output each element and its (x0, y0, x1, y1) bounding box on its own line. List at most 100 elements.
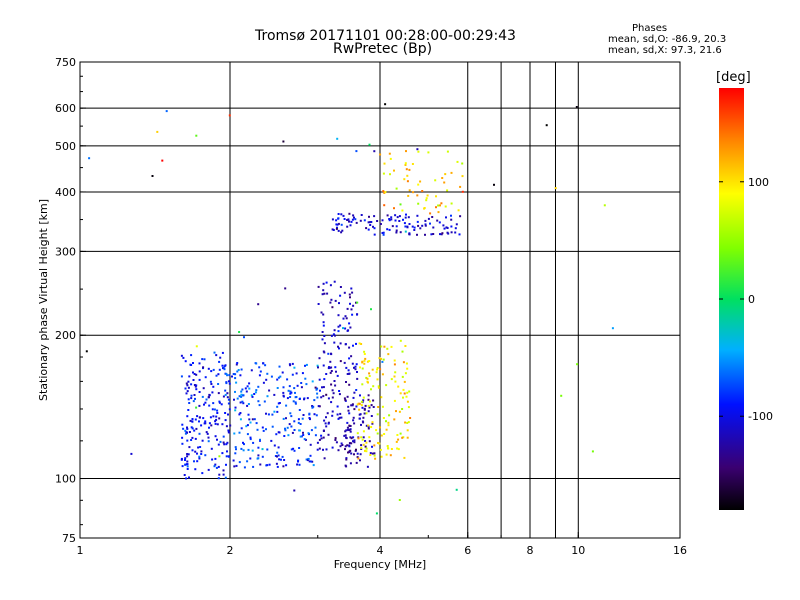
data-point (199, 446, 202, 448)
data-point (388, 218, 391, 220)
data-point (362, 430, 365, 433)
data-point (406, 422, 409, 424)
data-point (379, 426, 381, 429)
data-point (218, 400, 221, 403)
data-point (220, 403, 223, 406)
data-point (200, 424, 203, 427)
data-point (236, 362, 239, 364)
data-point (372, 385, 375, 388)
data-point (405, 168, 408, 171)
data-point (575, 106, 578, 108)
data-point (278, 458, 281, 461)
data-point (300, 435, 303, 438)
data-point (413, 226, 416, 229)
data-point (361, 438, 364, 441)
data-point (209, 416, 212, 419)
data-point (301, 372, 304, 375)
data-point (362, 443, 365, 446)
data-point (365, 447, 368, 450)
data-point (337, 449, 340, 452)
data-point (213, 351, 216, 354)
data-point (228, 431, 231, 434)
data-point (348, 412, 351, 415)
data-point (197, 446, 200, 449)
data-point (238, 413, 241, 416)
data-point (348, 293, 351, 296)
data-point (406, 429, 409, 432)
data-point (219, 356, 222, 359)
data-point (314, 386, 317, 389)
data-point (378, 357, 381, 360)
data-point (359, 366, 361, 369)
data-point (196, 460, 199, 463)
data-point (221, 351, 224, 354)
data-point (304, 377, 307, 380)
data-point (207, 436, 210, 439)
data-point (156, 130, 159, 133)
data-point (259, 438, 261, 441)
data-point (266, 448, 269, 451)
data-point (367, 228, 370, 231)
data-point (234, 406, 237, 409)
data-point (185, 392, 188, 395)
data-point (278, 431, 281, 434)
data-point (239, 401, 242, 404)
data-point (336, 226, 338, 229)
data-point (293, 387, 296, 390)
data-point (352, 416, 355, 419)
data-point (186, 455, 189, 458)
data-point (364, 445, 367, 448)
data-point (245, 390, 248, 393)
data-point (362, 396, 365, 399)
data-point (323, 378, 326, 381)
data-point (262, 429, 265, 432)
data-point (317, 405, 320, 408)
data-point (298, 429, 301, 432)
data-point (360, 214, 363, 216)
y-tick-label: 750 (55, 56, 76, 69)
data-point (390, 216, 393, 219)
data-point (446, 227, 449, 229)
data-point (211, 458, 214, 461)
data-point (363, 219, 366, 222)
data-point (198, 378, 201, 381)
data-point (378, 442, 381, 445)
data-point (226, 441, 229, 444)
data-point (234, 409, 237, 412)
data-point (181, 442, 184, 445)
data-point (323, 335, 326, 337)
data-point (396, 216, 399, 219)
data-point (268, 463, 271, 466)
data-point (342, 214, 345, 217)
data-point (352, 440, 354, 443)
data-point (344, 445, 347, 448)
data-point (416, 194, 419, 197)
data-point (349, 436, 352, 439)
data-point (240, 395, 243, 398)
data-point (238, 331, 241, 333)
data-point (318, 438, 321, 441)
data-point (344, 430, 347, 433)
data-point (352, 304, 355, 307)
data-point (362, 436, 365, 439)
data-point (224, 419, 227, 422)
data-point (206, 432, 209, 435)
data-point (238, 461, 241, 464)
data-point (214, 420, 217, 423)
data-point (257, 457, 260, 460)
data-point (379, 223, 382, 225)
data-point (399, 231, 402, 234)
data-point (394, 371, 397, 374)
data-point (386, 445, 389, 447)
data-point (305, 458, 308, 461)
data-point (322, 364, 325, 367)
data-point (251, 449, 254, 452)
data-point (386, 214, 389, 217)
data-point (204, 376, 207, 379)
grid-lines (80, 62, 680, 538)
data-point (322, 313, 325, 316)
data-point (276, 410, 279, 413)
data-point (257, 400, 260, 403)
data-point (368, 440, 371, 443)
data-point (393, 207, 395, 210)
